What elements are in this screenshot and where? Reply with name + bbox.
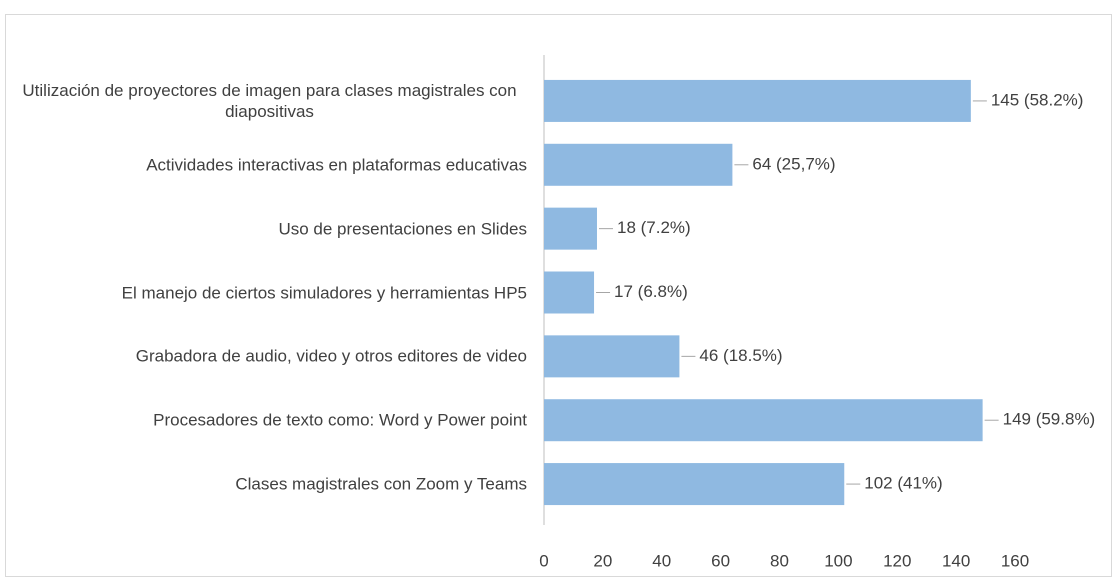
x-tick-label: 160	[1001, 551, 1029, 570]
bar	[544, 335, 680, 378]
data-label: 17 (6.8%)	[614, 282, 688, 301]
chart-border	[5, 14, 1112, 577]
x-tick-label: 40	[652, 551, 671, 570]
y-tick-label: El manejo de ciertos simuladores y herra…	[121, 283, 527, 302]
data-label: 102 (41%)	[864, 474, 942, 493]
data-label: 149 (59.8%)	[1003, 410, 1096, 429]
x-tick-label: 100	[824, 551, 852, 570]
bar	[544, 463, 845, 506]
data-label: 46 (18.5%)	[699, 346, 782, 365]
bar	[544, 399, 983, 442]
bar	[544, 79, 971, 122]
x-tick-label: 80	[770, 551, 789, 570]
x-tick-label: 60	[711, 551, 730, 570]
data-label: 18 (7.2%)	[617, 218, 691, 237]
x-tick-label: 120	[883, 551, 911, 570]
y-tick-label: Uso de presentaciones en Slides	[278, 219, 527, 239]
bar	[544, 207, 597, 250]
bar	[544, 143, 733, 186]
x-tick-label: 20	[593, 551, 612, 570]
bar	[544, 271, 595, 314]
x-tick-label: 0	[539, 551, 548, 570]
y-tick-label: Grabadora de audio, video y otros editor…	[135, 346, 527, 366]
x-tick-label: 140	[942, 551, 970, 570]
y-tick-label: Actividades interactivas en plataformas …	[146, 155, 527, 175]
y-tick-label: Utilización de proyectores de imagen par…	[22, 80, 517, 121]
data-label: 145 (58.2%)	[991, 90, 1084, 109]
data-label: 64 (25,7%)	[752, 154, 835, 173]
y-tick-label: Procesadores de texto como: Word y Power…	[153, 410, 527, 430]
y-tick-label: Clases magistrales con Zoom y Teams	[235, 474, 527, 494]
